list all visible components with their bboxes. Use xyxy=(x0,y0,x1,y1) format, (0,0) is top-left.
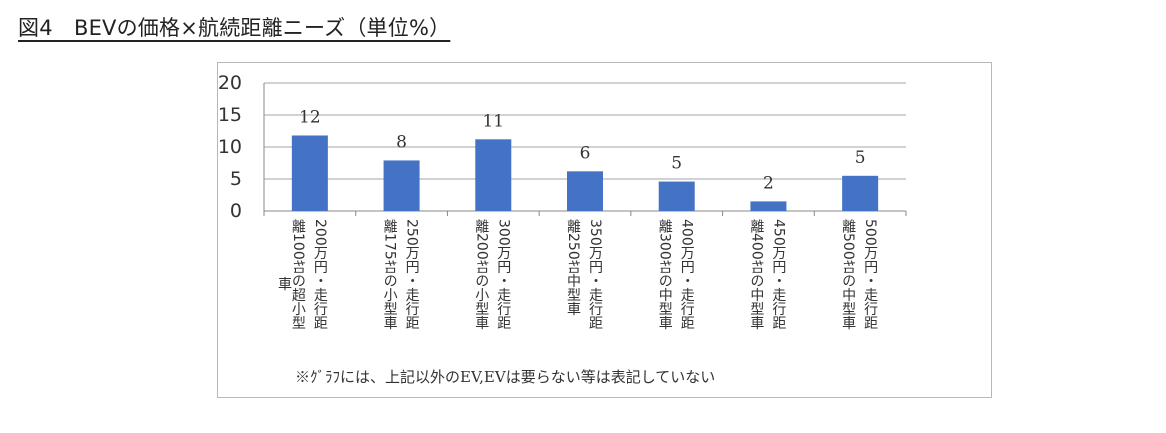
category-label: 500万円・走行距 xyxy=(862,219,878,330)
category-label: 離200ｷﾛの小型車 xyxy=(473,218,489,330)
category-label: 400万円・走行距 xyxy=(679,219,695,330)
chart-frame: 0 5 10 15 20 12 200万円・走行距 離100ｷﾛの超小型 8 250万円・走行距離… xyxy=(217,62,992,398)
y-tick-label: 5 xyxy=(230,168,242,190)
data-label: 5 xyxy=(671,154,682,174)
category-label: 離100ｷﾛの超小型 xyxy=(290,218,306,329)
data-label: 11 xyxy=(482,111,504,131)
category-label: 200万円・走行距 xyxy=(312,219,328,330)
data-label: 6 xyxy=(580,143,591,163)
footnote: ※ｸﾞﾗﾌには、上記以外のEV,EVは要らない等は表記していない xyxy=(295,368,716,386)
bar-chart: 0510152012200万円・走行距離100ｷﾛの超小型8250万円・走行距離… xyxy=(218,72,907,330)
category-label: 離300ｷﾛの中型車 xyxy=(657,218,673,330)
category-label: 離250ｷﾛ中型車 xyxy=(565,218,581,316)
bar xyxy=(842,175,879,211)
y-tick-label: 15 xyxy=(218,104,242,126)
category-label: 350万円・走行距 xyxy=(587,219,603,330)
category-label: 300万円・走行距 xyxy=(495,219,511,330)
category-label-overflow: 車 xyxy=(278,276,292,293)
category-label: 離175ｷﾛの小型車 xyxy=(382,218,398,330)
bar xyxy=(750,201,787,211)
category-label: 250万円・走行距 xyxy=(404,219,420,330)
y-tick-label: 20 xyxy=(218,72,242,94)
data-label: 2 xyxy=(763,173,774,193)
bar xyxy=(383,160,420,211)
bar xyxy=(658,181,695,211)
data-label: 5 xyxy=(855,148,866,168)
category-label: 離500ｷﾛの中型車 xyxy=(840,218,856,330)
y-tick-label: 10 xyxy=(218,136,242,158)
figure-title: 図4 BEVの価格×航続距離ニーズ（単位%） xyxy=(18,16,451,40)
data-label: 12 xyxy=(299,107,321,127)
y-tick-label: 0 xyxy=(230,200,242,222)
data-label: 8 xyxy=(396,132,407,152)
bar xyxy=(291,135,328,211)
category-label: 離400ｷﾛの中型車 xyxy=(748,218,764,330)
bar xyxy=(475,139,512,211)
category-label: 450万円・走行距 xyxy=(770,219,786,330)
bar xyxy=(567,171,603,211)
